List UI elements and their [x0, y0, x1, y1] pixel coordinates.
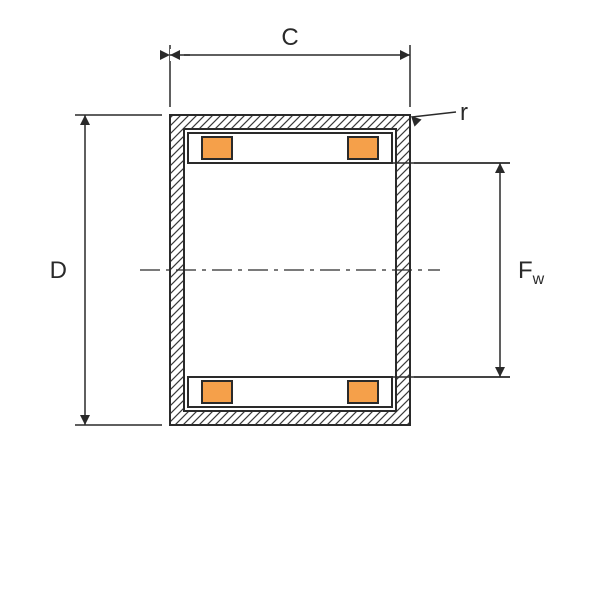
leader-r: [412, 112, 456, 117]
roller-bottom-right: [348, 381, 378, 403]
roller-bottom-left: [202, 381, 232, 403]
label-d: D: [50, 257, 67, 284]
roller-top-left: [202, 137, 232, 159]
label-c: C: [281, 24, 298, 51]
label-fw: Fw: [518, 257, 545, 288]
bearing-cross-section-diagram: C D Fw r: [0, 0, 600, 600]
label-r: r: [460, 99, 468, 126]
roller-top-right: [348, 137, 378, 159]
